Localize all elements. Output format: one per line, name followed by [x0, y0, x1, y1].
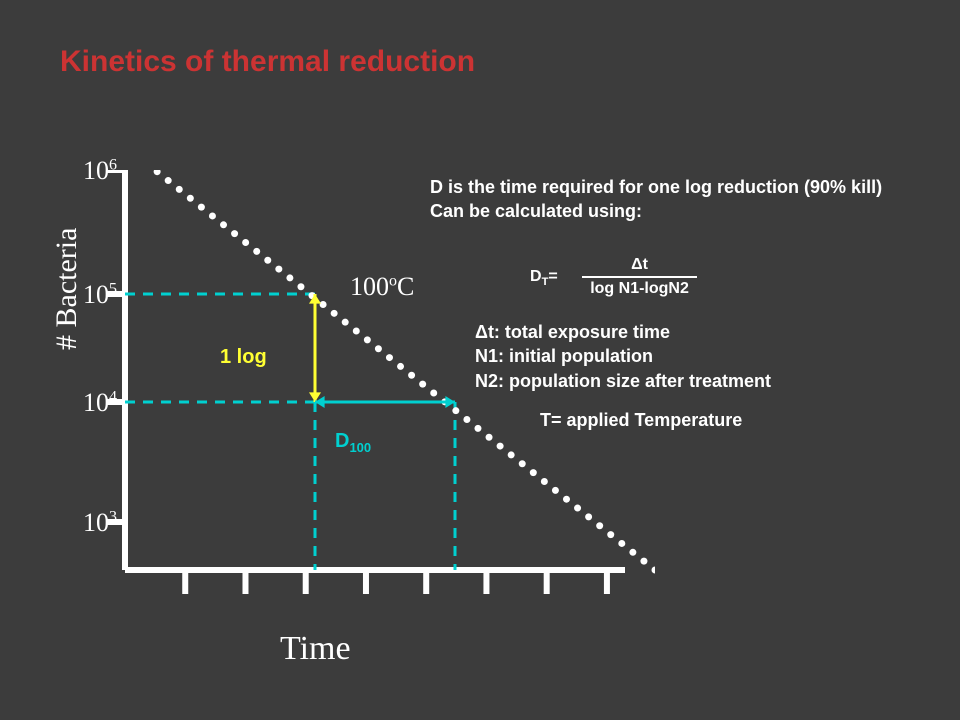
formula-fraction: Δt log N1-logN2: [582, 256, 697, 298]
def-n1: N1: initial population: [475, 344, 771, 368]
definitions-block: Δt: total exposure time N1: initial popu…: [475, 320, 771, 393]
d100-label: D100: [335, 430, 371, 455]
slide-title: Kinetics of thermal reduction: [60, 45, 475, 79]
formula: DT= Δt log N1-logN2: [530, 256, 697, 298]
formula-lhs: DT=: [530, 268, 558, 285]
desc-line-2: Can be calculated using:: [430, 199, 882, 223]
temp-100c-label: 100oC: [350, 272, 414, 302]
x-axis-label: Time: [280, 630, 351, 668]
slide: Kinetics of thermal reduction # Bacteria…: [0, 0, 960, 720]
description-block: D is the time required for one log reduc…: [430, 175, 882, 224]
one-log-label: 1 log: [220, 346, 267, 369]
ytick-label: 103: [67, 508, 117, 538]
formula-denominator: log N1-logN2: [582, 276, 697, 298]
def-T: T= applied Temperature: [540, 410, 742, 431]
ytick-label: 105: [67, 280, 117, 310]
def-dt: Δt: total exposure time: [475, 320, 771, 344]
def-n2: N2: population size after treatment: [475, 369, 771, 393]
formula-numerator: Δt: [582, 256, 697, 276]
desc-line-1: D is the time required for one log reduc…: [430, 175, 882, 199]
ytick-label: 104: [67, 388, 117, 418]
ytick-label: 106: [67, 156, 117, 186]
